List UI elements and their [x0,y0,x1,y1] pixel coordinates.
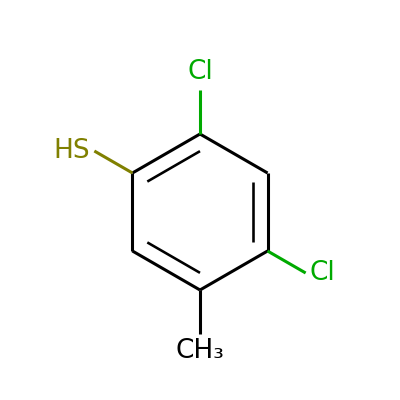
Text: CH₃: CH₃ [176,338,224,364]
Text: Cl: Cl [310,260,336,286]
Text: HS: HS [54,138,90,164]
Text: Cl: Cl [187,59,213,85]
